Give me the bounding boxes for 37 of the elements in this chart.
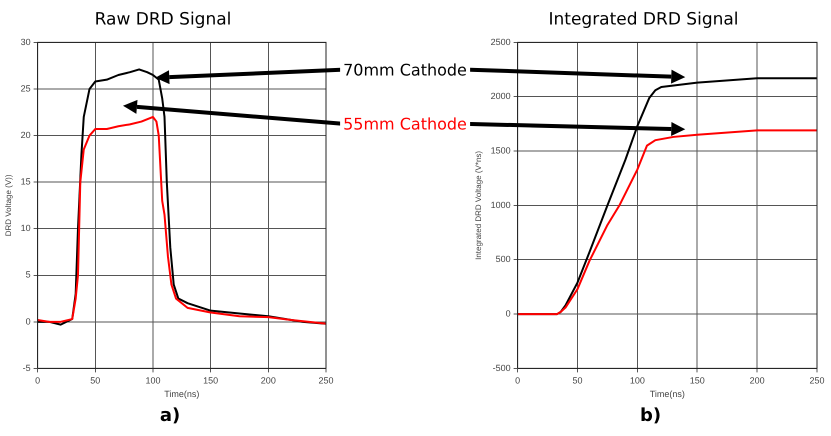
x-axis-title: Time(ns) xyxy=(650,389,685,400)
x-tick-label: 200 xyxy=(750,375,765,386)
text: 55mm Cathode xyxy=(340,113,470,134)
y-tick-label: 1500 xyxy=(490,146,511,156)
x-tick-label: 0 xyxy=(515,375,520,386)
x-tick-label: 250 xyxy=(318,375,334,386)
y-axis-title: Integrated DRD Voltage (V*ns) xyxy=(474,150,484,260)
y-tick-label: 30 xyxy=(20,36,31,47)
x-tick-label: 150 xyxy=(690,375,705,386)
text: a) xyxy=(160,405,180,426)
x-tick-label: 250 xyxy=(809,375,825,386)
y-tick-label: 2500 xyxy=(490,36,511,47)
y-axis-title: DRD Voltage (V)) xyxy=(4,174,14,236)
y-tick-label: 5 xyxy=(26,270,31,280)
y-tick-label: 0 xyxy=(506,308,511,319)
x-tick-label: 50 xyxy=(90,375,100,386)
x-tick-label: 200 xyxy=(260,375,276,386)
y-tick-label: 2000 xyxy=(490,91,511,102)
x-tick-label: 100 xyxy=(145,375,160,386)
y-tick-label: 500 xyxy=(496,254,511,264)
y-tick-label: 10 xyxy=(20,223,31,234)
chart-title: Integrated DRD Signal xyxy=(548,10,739,30)
y-tick-label: -500 xyxy=(492,362,511,373)
x-tick-label: 50 xyxy=(572,375,583,386)
text: 70mm Cathode xyxy=(340,59,470,80)
x-tick-label: 0 xyxy=(35,375,40,386)
y-tick-label: 15 xyxy=(20,176,31,187)
x-tick-label: 100 xyxy=(630,375,645,386)
y-tick-label: 20 xyxy=(20,130,31,140)
y-tick-label: 1000 xyxy=(490,200,511,210)
x-axis-title: Time(ns) xyxy=(164,389,200,400)
text: b) xyxy=(640,405,662,426)
chart-title: Raw DRD Signal xyxy=(94,10,232,30)
x-tick-label: 150 xyxy=(203,375,218,386)
y-tick-label: 25 xyxy=(20,83,31,94)
y-tick-label: -5 xyxy=(22,362,31,373)
y-tick-label: 0 xyxy=(26,316,31,326)
